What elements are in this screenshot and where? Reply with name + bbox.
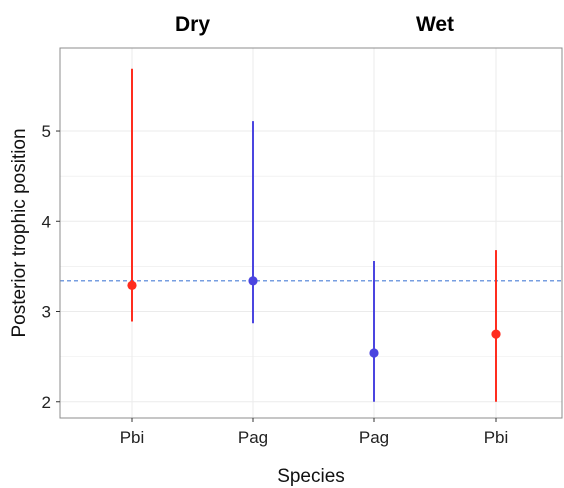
x-tick-label: Pag: [359, 428, 389, 447]
grid-lines: [60, 48, 562, 418]
y-axis: 2 3 4 5: [42, 122, 60, 412]
point-wet-pbi: [491, 329, 501, 339]
facet-titles: Dry Wet: [175, 13, 454, 36]
point-dry-pbi: [127, 280, 137, 290]
point-wet-pag: [369, 348, 379, 358]
x-tick-label: Pag: [238, 428, 268, 447]
x-tick-label: Pbi: [120, 428, 145, 447]
panel-border: [59, 47, 563, 419]
y-tick-label: 4: [42, 212, 51, 231]
x-tick-label: Pbi: [484, 428, 509, 447]
y-axis-title: Posterior trophic position: [9, 128, 30, 337]
y-tick-label: 5: [42, 122, 51, 141]
facet-title-dry: Dry: [175, 13, 210, 36]
y-tick-label: 3: [42, 303, 51, 322]
x-axis: Pbi Pag Pag Pbi: [120, 418, 509, 447]
data-marks: [127, 68, 501, 402]
facet-title-wet: Wet: [416, 13, 454, 36]
point-dry-pag: [248, 276, 258, 286]
y-tick-label: 2: [42, 393, 51, 412]
x-axis-title: Species: [277, 466, 345, 487]
